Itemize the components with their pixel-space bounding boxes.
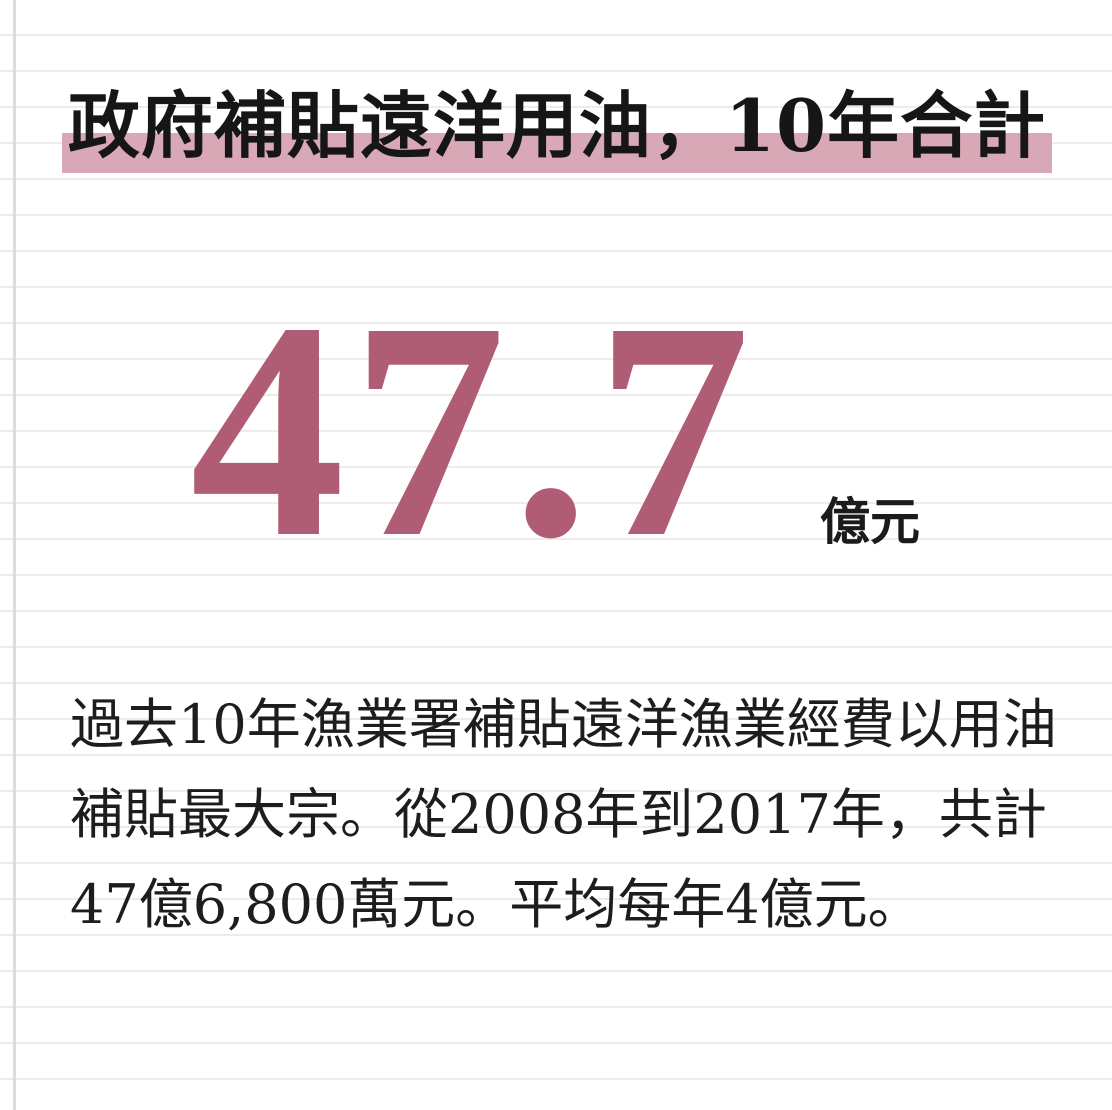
headline: 政府補貼遠洋用油，10年合計 — [67, 83, 1047, 168]
highlight-figure: 47.7 — [190, 259, 757, 602]
description-paragraph: 過去10年漁業署補貼遠洋漁業經費以用油補貼最大宗。從2008年到2017年，共計… — [70, 693, 1057, 936]
notebook-margin-line — [13, 0, 16, 1110]
highlight-unit: 億元 — [820, 492, 920, 551]
title-highlight-bar — [62, 133, 1052, 173]
